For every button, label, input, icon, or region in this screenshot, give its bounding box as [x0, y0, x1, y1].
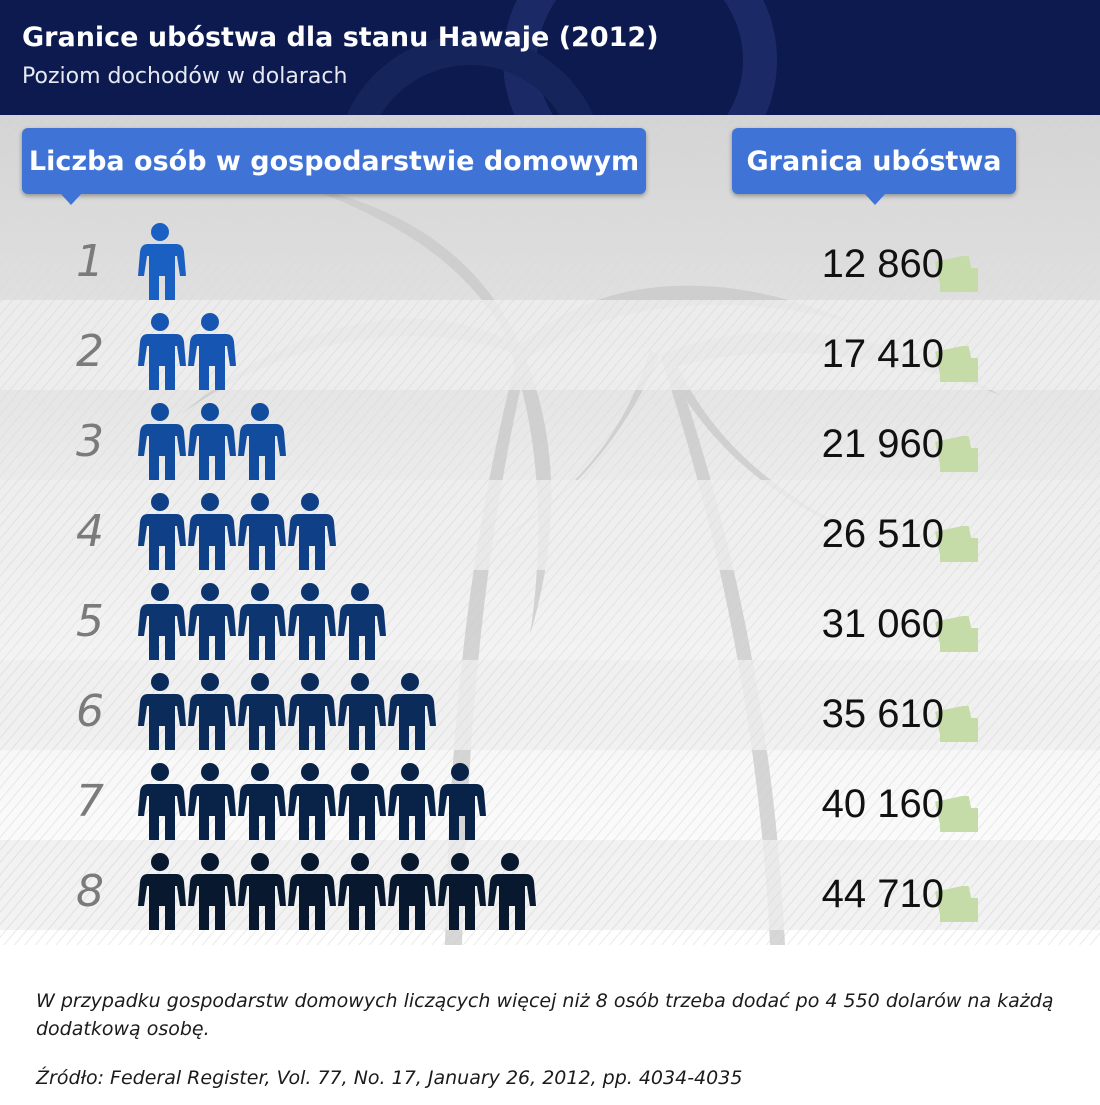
dollar-bill-icon — [935, 884, 980, 924]
person-icon — [138, 310, 186, 404]
dollar-bill-icon — [935, 254, 980, 294]
person-icon — [138, 490, 186, 584]
household-size-number: 7 — [76, 776, 104, 827]
person-icon — [338, 850, 386, 944]
person-icon — [188, 670, 236, 764]
person-icon — [238, 490, 286, 584]
person-icon — [488, 850, 536, 944]
source-note: Źródło: Federal Register, Vol. 77, No. 1… — [36, 1067, 743, 1089]
person-icon — [188, 400, 236, 494]
person-icon — [338, 760, 386, 854]
household-size-number: 5 — [76, 596, 104, 647]
person-icon — [138, 400, 186, 494]
person-icon — [288, 580, 336, 674]
person-icon — [438, 850, 486, 944]
poverty-threshold-value: 40 160 — [821, 782, 944, 826]
poverty-threshold-value: 12 860 — [821, 242, 944, 286]
page-title: Granice ubóstwa dla stanu Hawaje (2012) — [22, 22, 659, 53]
table-row: 4 26 510 — [0, 490, 1100, 580]
poverty-threshold-value: 44 710 — [821, 872, 944, 916]
table-row: 5 31 060 — [0, 580, 1100, 670]
person-icon — [188, 760, 236, 854]
household-size-number: 3 — [76, 416, 104, 467]
person-icon — [138, 760, 186, 854]
person-icon — [288, 850, 336, 944]
person-icon — [388, 760, 436, 854]
poverty-threshold-value: 35 610 — [821, 692, 944, 736]
poverty-threshold-value: 26 510 — [821, 512, 944, 556]
person-icon — [138, 580, 186, 674]
callout-tail — [864, 193, 886, 205]
person-icon — [288, 670, 336, 764]
person-icon — [238, 580, 286, 674]
person-icon — [188, 310, 236, 404]
person-icon — [138, 670, 186, 764]
footnote: W przypadku gospodarstw domowych liczący… — [36, 990, 1054, 1040]
header-decoration — [346, 0, 777, 115]
table-row: 8 44 710 — [0, 850, 1100, 940]
person-icon — [338, 670, 386, 764]
table-row: 3 21 960 — [0, 400, 1100, 490]
poverty-threshold-header: Granica ubóstwa — [732, 128, 1016, 205]
page-subtitle: Poziom dochodów w dolarach — [22, 64, 348, 89]
poverty-threshold-value: 17 410 — [821, 332, 944, 376]
household-size-number: 1 — [76, 236, 104, 287]
table-row: 7 40 160 — [0, 760, 1100, 850]
dollar-bill-icon — [935, 344, 980, 384]
person-icon — [438, 760, 486, 854]
person-icon — [388, 850, 436, 944]
person-icon — [188, 580, 236, 674]
dollar-bill-icon — [935, 434, 980, 474]
household-size-header: Liczba osób w gospodarstwie domowym — [22, 128, 646, 205]
household-size-number: 2 — [76, 326, 104, 377]
person-icon — [138, 220, 186, 314]
household-size-number: 4 — [76, 506, 104, 557]
header-banner: Granice ubóstwa dla stanu Hawaje (2012) … — [0, 0, 1100, 115]
person-icon — [138, 850, 186, 944]
person-icon — [188, 850, 236, 944]
table-row: 6 35 610 — [0, 670, 1100, 760]
dollar-bill-icon — [935, 794, 980, 834]
dollar-bill-icon — [935, 704, 980, 744]
person-icon — [238, 850, 286, 944]
person-icon — [188, 490, 236, 584]
household-size-number: 8 — [76, 866, 104, 917]
table-row: 1 12 860 — [0, 220, 1100, 310]
person-icon — [388, 670, 436, 764]
person-icon — [238, 760, 286, 854]
poverty-threshold-value: 31 060 — [821, 602, 944, 646]
person-icon — [338, 580, 386, 674]
dollar-bill-icon — [935, 524, 980, 564]
person-icon — [288, 760, 336, 854]
person-icon — [288, 490, 336, 584]
footer: W przypadku gospodarstw domowych liczący… — [0, 945, 1100, 1105]
person-icon — [238, 670, 286, 764]
dollar-bill-icon — [935, 614, 980, 654]
table-row: 2 17 410 — [0, 310, 1100, 400]
poverty-threshold-label: Granica ubóstwa — [746, 145, 1002, 177]
person-icon — [238, 400, 286, 494]
household-size-label: Liczba osób w gospodarstwie domowym — [28, 145, 640, 177]
poverty-threshold-value: 21 960 — [821, 422, 944, 466]
callout-tail — [60, 193, 82, 205]
household-size-number: 6 — [76, 686, 104, 737]
